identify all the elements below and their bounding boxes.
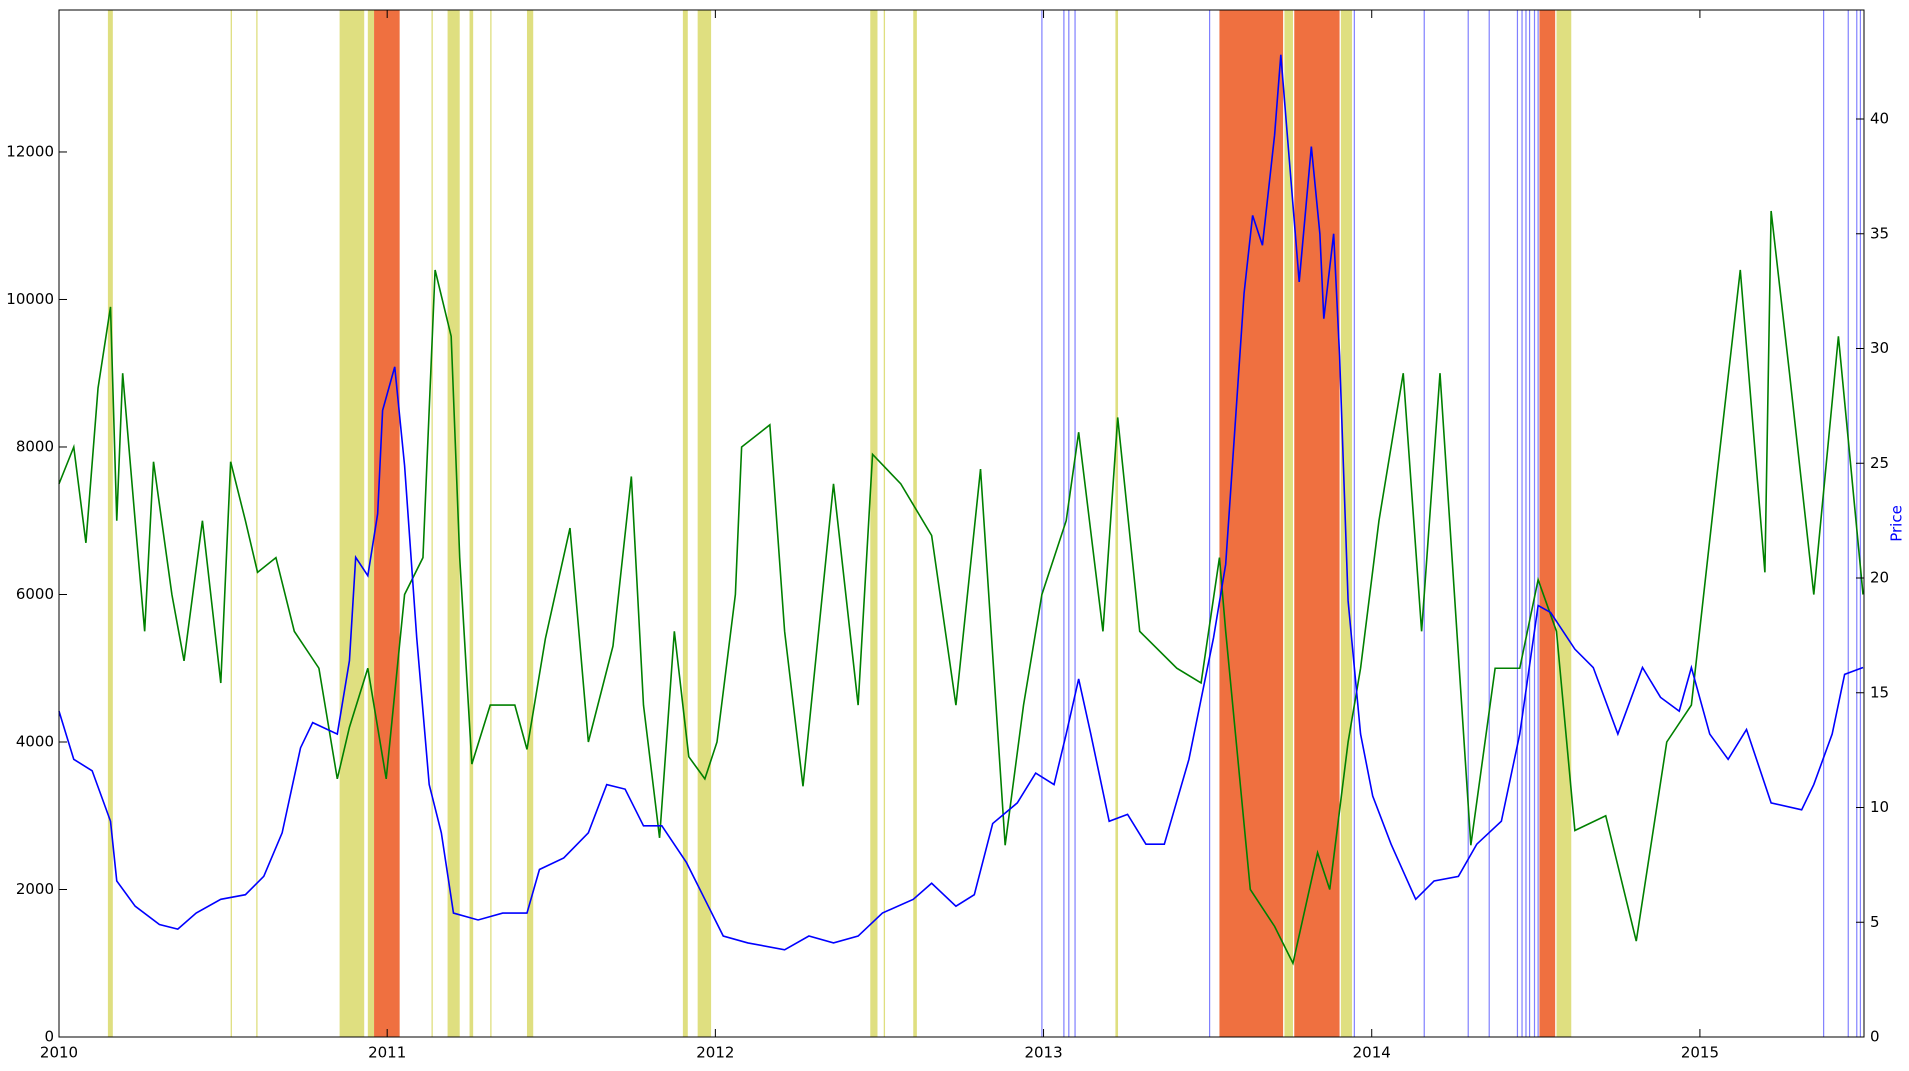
event-span xyxy=(526,10,534,1037)
event-span xyxy=(447,10,460,1037)
event-span xyxy=(1539,10,1556,1037)
y2-tick-label: 0 xyxy=(1870,1028,1880,1046)
event-span xyxy=(913,10,917,1037)
event-span xyxy=(883,10,886,1037)
y-tick-label: 4000 xyxy=(16,732,54,750)
event-span xyxy=(339,10,365,1037)
y-tick-label: 2000 xyxy=(16,880,54,898)
event-span xyxy=(1340,10,1353,1037)
event-span xyxy=(682,10,688,1037)
event-span xyxy=(374,10,400,1037)
event-span xyxy=(1556,10,1572,1037)
event-span xyxy=(870,10,878,1037)
event-span xyxy=(256,10,258,1037)
data-line xyxy=(58,210,1864,966)
y-tick-label: 12000 xyxy=(6,142,54,160)
event-span xyxy=(431,10,433,1037)
event-span xyxy=(490,10,492,1037)
x-tick-label: 2013 xyxy=(1024,1044,1062,1062)
event-span xyxy=(1115,10,1119,1037)
event-span xyxy=(107,10,113,1037)
event-span xyxy=(1284,10,1293,1037)
y-tick-label: 10000 xyxy=(6,290,54,308)
y2-tick-label: 10 xyxy=(1870,798,1889,816)
y2-tick-label: 15 xyxy=(1870,683,1889,701)
data-line xyxy=(58,54,1864,951)
y2-tick-label: 5 xyxy=(1870,913,1880,931)
x-tick-label: 2012 xyxy=(696,1044,734,1062)
y-tick-label: 0 xyxy=(44,1028,54,1046)
x-tick-label: 2014 xyxy=(1353,1044,1391,1062)
x-tick-label: 2015 xyxy=(1681,1044,1719,1062)
event-span xyxy=(230,10,232,1037)
y2-tick-label: 35 xyxy=(1870,224,1889,242)
event-span xyxy=(697,10,712,1037)
y2-axis-label: Price xyxy=(1888,505,1906,542)
event-span xyxy=(367,10,375,1037)
plot-frame xyxy=(58,9,1865,1038)
y2-tick-label: 30 xyxy=(1870,339,1889,357)
event-span xyxy=(469,10,474,1037)
y2-tick-label: 20 xyxy=(1870,569,1889,587)
y2-tick-label: 40 xyxy=(1870,110,1889,128)
event-span xyxy=(1294,10,1340,1037)
event-span xyxy=(1219,10,1284,1037)
y-tick-label: 6000 xyxy=(16,585,54,603)
x-tick-label: 2010 xyxy=(40,1044,78,1062)
x-tick-label: 2011 xyxy=(368,1044,406,1062)
y2-tick-label: 25 xyxy=(1870,454,1889,472)
y-tick-label: 8000 xyxy=(16,437,54,455)
